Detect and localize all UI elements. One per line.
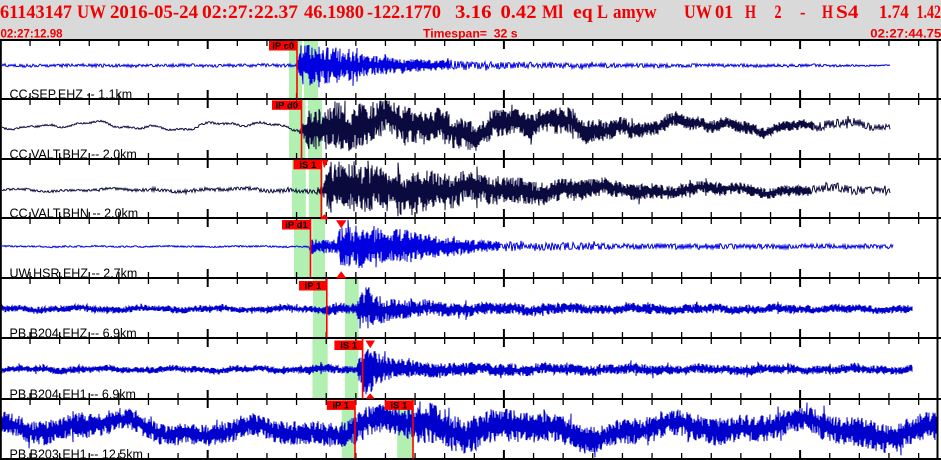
svg-text:1.74: 1.74 — [879, 3, 909, 23]
svg-text:2016-05-24: 2016-05-24 — [110, 3, 198, 23]
svg-text:1.42: 1.42 — [917, 3, 941, 23]
svg-text:iS 1: iS 1 — [390, 400, 408, 411]
svg-text:iP d0: iP d0 — [276, 100, 299, 111]
svg-text:2: 2 — [775, 3, 782, 23]
svg-text:H: H — [822, 3, 833, 23]
svg-text:PB.B203.EH1 -- 12.5km: PB.B203.EH1 -- 12.5km — [10, 447, 143, 460]
svg-text:eq: eq — [573, 3, 593, 23]
svg-text:Ml: Ml — [542, 3, 563, 23]
svg-text:UW: UW — [684, 3, 712, 23]
svg-text:CC.VALT.BHN -- 2.0km: CC.VALT.BHN -- 2.0km — [10, 206, 139, 220]
svg-text:iP d1: iP d1 — [285, 220, 308, 231]
svg-text:61143147: 61143147 — [0, 3, 72, 23]
svg-text:iP c0: iP c0 — [272, 41, 294, 52]
svg-text:46.1980: 46.1980 — [304, 3, 364, 23]
svg-text:0.42: 0.42 — [501, 3, 537, 23]
svg-text:02:27:12.98: 02:27:12.98 — [1, 28, 64, 40]
svg-text:H: H — [745, 3, 756, 23]
svg-text:L: L — [597, 3, 608, 23]
svg-text:3.16: 3.16 — [455, 3, 492, 23]
svg-text:iS 1: iS 1 — [340, 341, 358, 352]
svg-text:amyw: amyw — [613, 3, 657, 23]
svg-text:iP 1: iP 1 — [332, 400, 349, 411]
svg-text:01: 01 — [715, 3, 733, 23]
svg-text:02:27:22.37: 02:27:22.37 — [202, 3, 298, 23]
svg-text:UW: UW — [77, 3, 106, 23]
svg-text:UW.HSR.EHZ -- 2.7km: UW.HSR.EHZ -- 2.7km — [10, 266, 138, 280]
svg-text:iP 1: iP 1 — [305, 281, 322, 292]
svg-text:CC.VALT.BHZ -- 2.0km: CC.VALT.BHZ -- 2.0km — [10, 147, 137, 161]
svg-text:-: - — [800, 3, 806, 23]
svg-text:-122.1770: -122.1770 — [367, 3, 441, 23]
svg-text:iS 1: iS 1 — [299, 160, 317, 171]
svg-text:Timespan= 32 s: Timespan= 32 s — [423, 28, 518, 40]
svg-text:S4: S4 — [836, 3, 859, 23]
svg-text:02:27:44.75: 02:27:44.75 — [870, 28, 941, 40]
svg-text:CC.SEP.EHZ -- 1.1km: CC.SEP.EHZ -- 1.1km — [10, 87, 133, 101]
svg-text:PB.B204.EH1 -- 6.9km: PB.B204.EH1 -- 6.9km — [10, 387, 136, 401]
svg-text:PB.B204.EHZ -- 6.9km: PB.B204.EHZ -- 6.9km — [10, 326, 137, 340]
